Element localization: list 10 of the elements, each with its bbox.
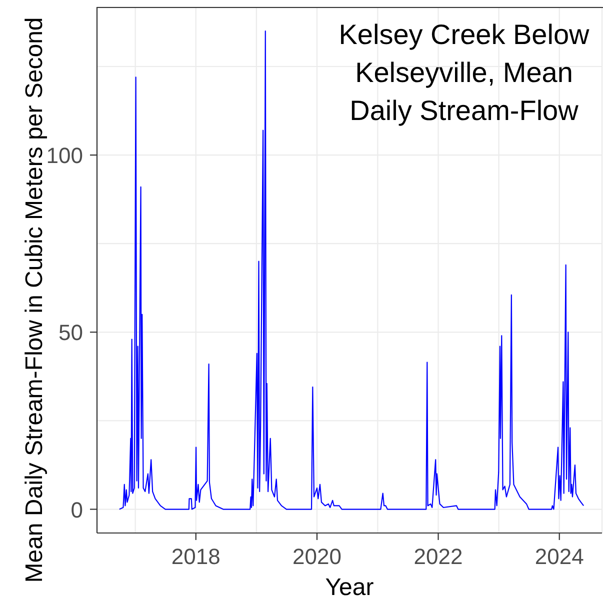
y-tick-label: 0 <box>70 497 83 522</box>
x-tick-label: 2020 <box>292 544 342 569</box>
text: Kelsey Creek Below Kelseyville, Mean Daily Stream-Flow <box>338 18 590 128</box>
x-tick-label: 2022 <box>414 544 463 569</box>
x-tick-label: 2018 <box>171 544 220 569</box>
y-tick-label: 100 <box>46 143 83 168</box>
y-axis-title: Mean Daily Stream-Flow in Cubic Meters per Second <box>21 17 48 583</box>
x-axis-title: Year <box>325 574 374 601</box>
y-tick-label: 50 <box>58 320 83 346</box>
x-tick-label: 2024 <box>534 544 584 569</box>
